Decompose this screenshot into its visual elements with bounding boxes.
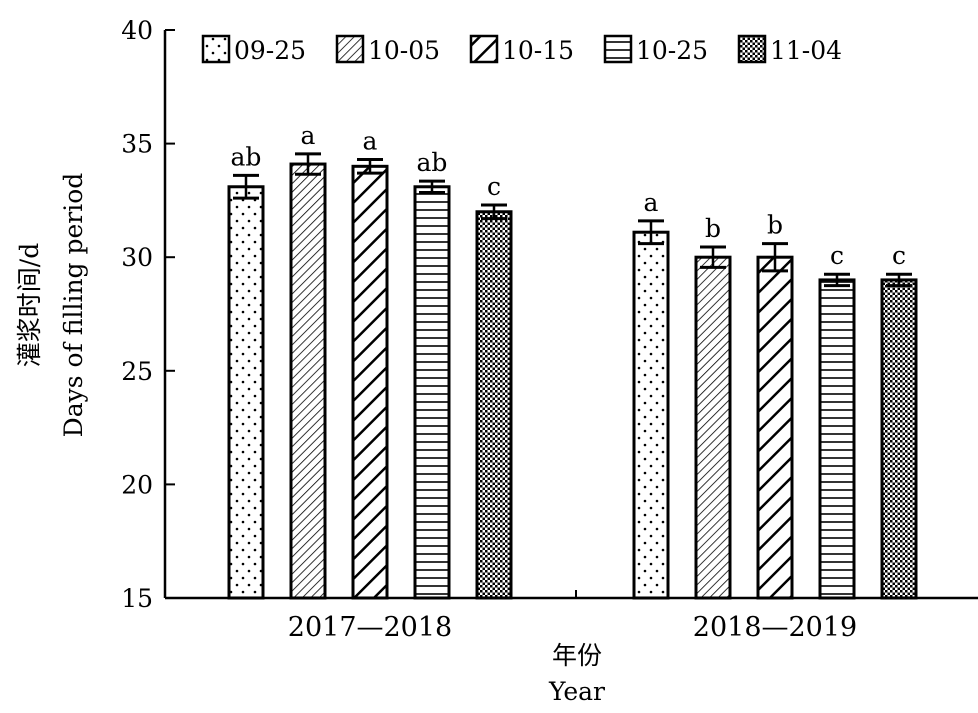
bar — [289, 162, 327, 600]
bar — [756, 255, 794, 600]
x-category-label: 2018—2019 — [693, 612, 857, 643]
bar — [475, 210, 513, 600]
significance-label: a — [644, 188, 659, 217]
legend-label: 09-25 — [234, 36, 306, 65]
bar — [351, 164, 389, 600]
legend-swatch — [603, 34, 633, 64]
legend: 09-25 10-05 10-15 10-25 11-04 — [201, 34, 842, 65]
significance-label: ab — [417, 148, 448, 177]
y-tick-label: 25 — [121, 357, 153, 386]
legend-swatch — [737, 34, 767, 64]
significance-label: a — [363, 127, 378, 156]
x-category-label: 2017—2018 — [288, 612, 452, 643]
y-tick-label: 35 — [121, 130, 153, 159]
significance-label: c — [830, 241, 844, 270]
bar — [632, 230, 670, 600]
bar — [413, 185, 451, 600]
legend-swatch — [335, 34, 365, 64]
axes: 15 20 25 30 35 40 2017—2018 2018—2019 — [121, 16, 978, 643]
legend-label: 10-15 — [502, 36, 574, 65]
significance-label: ab — [231, 142, 262, 171]
y-axis-label-cn: 灌浆时间/d — [15, 243, 44, 367]
x-axis-label-en: Year — [548, 677, 605, 706]
legend-label: 10-25 — [636, 36, 708, 65]
y-tick-label: 40 — [121, 16, 153, 45]
significance-label: c — [892, 241, 906, 270]
legend-swatch — [201, 34, 231, 64]
y-axis-label-en: Days of filling period — [59, 173, 88, 438]
legend-label: 11-04 — [770, 36, 842, 65]
significance-label: b — [705, 214, 721, 243]
legend-swatch — [469, 34, 499, 64]
bar — [880, 278, 918, 600]
significance-label: b — [767, 211, 783, 240]
y-tick-label: 15 — [121, 584, 153, 613]
legend-label: 10-05 — [368, 36, 440, 65]
x-axis-label-cn: 年份 — [552, 641, 602, 670]
significance-label: a — [301, 121, 316, 150]
y-tick-label: 30 — [121, 243, 153, 272]
bar — [694, 255, 732, 600]
bar — [818, 278, 856, 600]
bar — [227, 185, 265, 600]
y-tick-label: 20 — [121, 470, 153, 499]
significance-label: c — [487, 172, 501, 201]
